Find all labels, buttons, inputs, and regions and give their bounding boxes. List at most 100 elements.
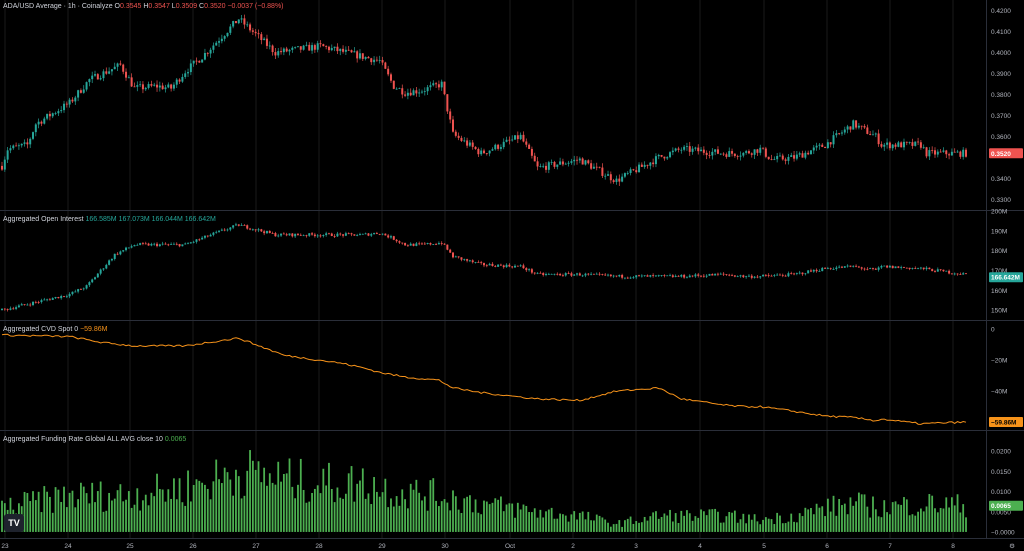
price-candle [607, 174, 610, 176]
funding-bar [153, 496, 156, 532]
funding-bar [330, 488, 333, 532]
time-axis-label: 3 [634, 543, 638, 550]
oi-candle [933, 271, 936, 272]
funding-bar [711, 509, 714, 532]
oi-candle [953, 273, 956, 275]
funding-bar [268, 473, 271, 532]
price-candle [759, 147, 762, 153]
price-candle [908, 142, 911, 143]
price-candle [821, 144, 824, 147]
price-candle [88, 79, 91, 83]
price-candle [601, 167, 604, 176]
funding-bar [587, 511, 590, 532]
oi-candle [914, 268, 917, 269]
price-candle [125, 71, 128, 78]
oi-candle [559, 273, 562, 276]
price-candle [933, 150, 936, 155]
funding-bar [167, 489, 170, 532]
funding-bar [311, 492, 313, 532]
oi-candle [722, 273, 725, 275]
price-candle [886, 142, 889, 145]
funding-bar [195, 479, 198, 532]
price-candle [795, 154, 798, 159]
price-candle [691, 148, 694, 152]
price-candle [274, 52, 277, 56]
price-candle [590, 163, 593, 169]
tradingview-logo-icon[interactable]: TV [4, 514, 24, 532]
price-candle [570, 161, 573, 163]
price-candle [249, 24, 252, 31]
price-candle [965, 149, 967, 157]
settings-gear-icon[interactable]: ⚙ [1009, 543, 1015, 550]
ohlc-label: C [199, 3, 204, 10]
ohlc-value: 0.3547 [148, 3, 171, 10]
oi-candle [429, 243, 432, 245]
funding-bar [632, 523, 635, 532]
price-candle [567, 162, 570, 164]
cvd-legend: Aggregated CVD Spot 0 −59.86M [3, 326, 108, 333]
funding-bar [336, 487, 339, 532]
funding-bar [857, 492, 860, 532]
oi-candle [57, 297, 60, 299]
funding-bar [223, 467, 226, 532]
funding-bar [745, 523, 748, 532]
price-axis-tick: 0.3700 [991, 113, 1011, 120]
funding-bar [559, 513, 562, 532]
oi-candle [46, 299, 49, 301]
time-axis-label: 2 [571, 543, 575, 550]
price-candle [652, 162, 655, 165]
oi-candle [629, 277, 632, 279]
price-candle [401, 88, 404, 95]
funding-bar [556, 518, 559, 532]
oi-candle [466, 259, 469, 261]
funding-bar [691, 520, 694, 532]
price-candle [420, 91, 423, 93]
price-candle [866, 127, 869, 134]
oi-axis-tick: 190M [991, 228, 1007, 235]
funding-bar [254, 469, 257, 532]
funding-bar [96, 491, 99, 532]
price-candle [804, 152, 807, 158]
oi-candle [457, 256, 460, 258]
price-candle [598, 166, 601, 168]
oi-candle [877, 267, 880, 270]
funding-bar [220, 483, 223, 532]
price-candle [412, 90, 415, 96]
price-candle [156, 84, 159, 88]
funding-bar [347, 473, 350, 532]
price-candle [770, 159, 773, 160]
funding-bar [502, 511, 505, 532]
price-candle [776, 156, 779, 160]
oi-candle [226, 229, 229, 231]
price-candle [905, 141, 908, 143]
funding-bar [263, 467, 266, 532]
funding-bar [457, 509, 460, 532]
oi-candle [652, 275, 655, 276]
funding-bar [260, 482, 263, 532]
oi-candle [742, 275, 745, 278]
price-candle [29, 138, 32, 145]
oi-candle [240, 225, 243, 226]
price-candle [350, 50, 353, 53]
time-axis-label: 23 [1, 543, 9, 550]
price-candle [660, 154, 663, 157]
funding-bar [764, 517, 767, 532]
funding-bar [51, 512, 54, 532]
funding-bar [404, 499, 406, 532]
oi-candle [418, 243, 421, 245]
funding-bar [170, 498, 173, 532]
oi-candle [545, 274, 548, 275]
price-candle [294, 46, 297, 48]
funding-bar [291, 486, 294, 532]
funding-bar [959, 512, 962, 532]
price-candle [209, 49, 212, 54]
oi-candle [271, 233, 274, 234]
funding-bar [412, 489, 415, 532]
oi-candle [818, 271, 821, 272]
funding-bar [226, 472, 229, 532]
price-candle [113, 66, 116, 70]
price-candle [809, 150, 812, 155]
oi-candle [604, 274, 607, 276]
funding-bar [463, 498, 466, 532]
